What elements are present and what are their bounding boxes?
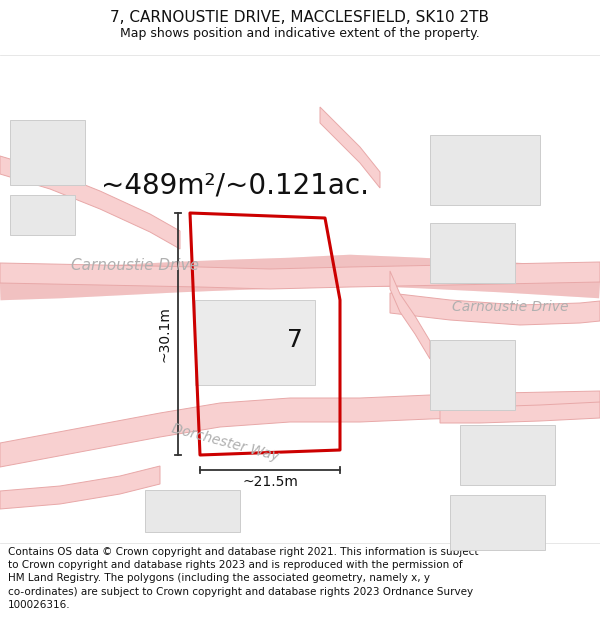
Bar bbox=[10, 120, 85, 185]
Text: Contains OS data © Crown copyright and database right 2021. This information is : Contains OS data © Crown copyright and d… bbox=[8, 547, 479, 610]
Text: ~21.5m: ~21.5m bbox=[242, 475, 298, 489]
Polygon shape bbox=[440, 402, 600, 423]
Text: Carnoustie Drive: Carnoustie Drive bbox=[452, 300, 568, 314]
Bar bbox=[450, 495, 545, 550]
Bar bbox=[10, 195, 75, 235]
Text: Carnoustie Drive: Carnoustie Drive bbox=[71, 258, 199, 272]
Bar bbox=[195, 300, 315, 385]
Bar bbox=[460, 425, 555, 485]
Text: ~30.1m: ~30.1m bbox=[157, 306, 171, 362]
Polygon shape bbox=[0, 466, 160, 509]
Polygon shape bbox=[390, 271, 430, 359]
Bar bbox=[430, 340, 515, 410]
Text: 7: 7 bbox=[287, 328, 303, 352]
Polygon shape bbox=[390, 293, 600, 325]
Text: 7, CARNOUSTIE DRIVE, MACCLESFIELD, SK10 2TB: 7, CARNOUSTIE DRIVE, MACCLESFIELD, SK10 … bbox=[110, 11, 490, 26]
Polygon shape bbox=[0, 156, 180, 249]
Polygon shape bbox=[0, 262, 600, 289]
Polygon shape bbox=[0, 391, 600, 467]
Text: Map shows position and indicative extent of the property.: Map shows position and indicative extent… bbox=[120, 28, 480, 41]
Bar bbox=[145, 490, 240, 532]
Text: Dorchester Way: Dorchester Way bbox=[170, 422, 280, 464]
Polygon shape bbox=[320, 107, 380, 188]
Bar bbox=[430, 223, 515, 283]
Text: ~489m²/~0.121ac.: ~489m²/~0.121ac. bbox=[101, 171, 369, 199]
Bar bbox=[430, 135, 540, 205]
